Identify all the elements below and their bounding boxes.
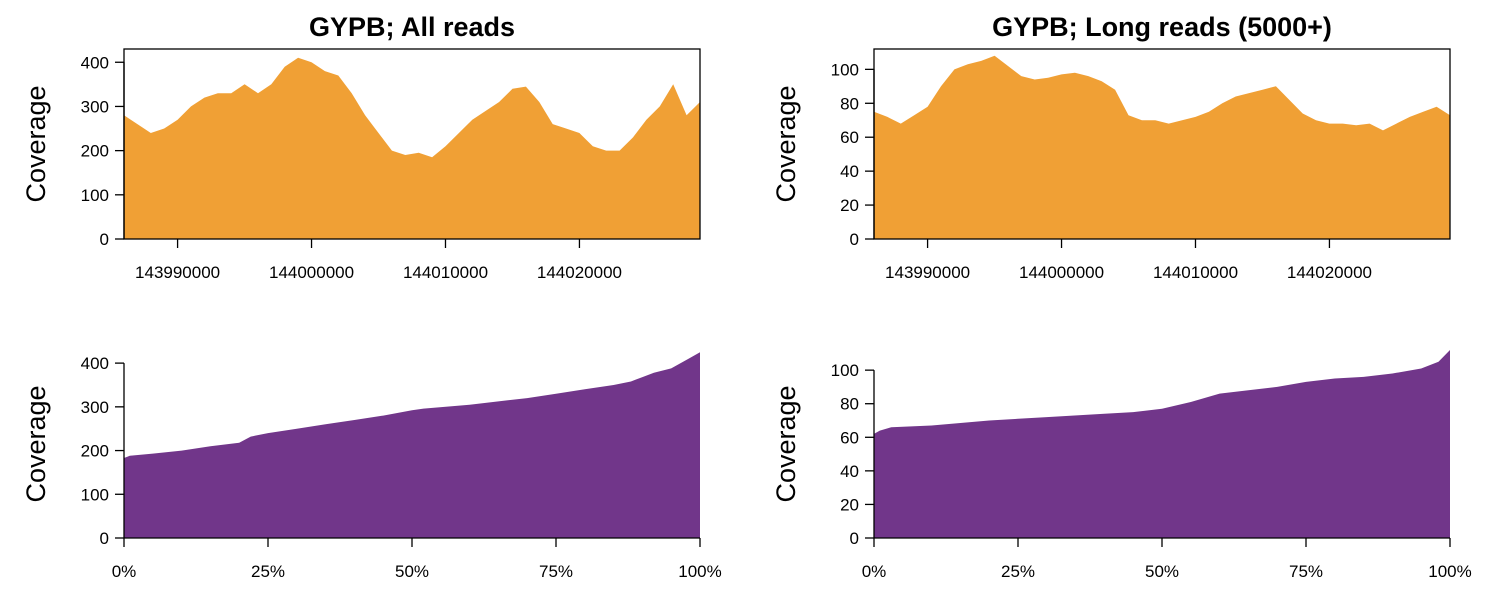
x-tick-label: 144000000 [1019,263,1104,282]
panel-title: GYPB; Long reads (5000+) [992,12,1332,42]
y-tick-label: 60 [840,128,859,147]
y-tick-label: 60 [840,428,859,447]
y-tick-label: 100 [831,361,859,380]
x-tick-label: 0% [112,562,137,581]
panel-all-reads-sorted-coverage: Coverage 0 100 200 300 400 0% 25% 50% 75% 100% [21,352,722,581]
y-axis-label: Coverage [771,385,801,502]
panel-title: GYPB; All reads [309,12,515,42]
y-tick-label: 0 [100,230,109,249]
y-axis: 0 20 40 60 80 100 [831,60,875,249]
x-tick-label: 50% [395,562,429,581]
x-tick-label: 143990000 [885,263,970,282]
coverage-area [124,57,700,239]
x-tick-label: 144010000 [403,263,488,282]
y-tick-label: 300 [81,97,109,116]
y-tick-label: 100 [831,60,859,79]
y-tick-label: 80 [840,94,859,113]
cumulative-area-layer [124,352,700,538]
y-tick-label: 80 [840,395,859,414]
y-axis: 0 20 40 60 80 100 [831,361,875,548]
x-tick-label: 0% [862,562,887,581]
x-tick-label: 25% [251,562,285,581]
x-tick-label: 144000000 [269,263,354,282]
y-tick-label: 20 [840,495,859,514]
y-tick-label: 400 [81,53,109,72]
panel-long-reads-coverage: GYPB; Long reads (5000+) Coverage 0 20 40 6… [771,12,1451,282]
y-axis: 0 100 200 300 400 [81,53,125,249]
x-axis: 0% 25% 50% 75% 100% [112,537,722,581]
y-tick-label: 40 [840,162,859,181]
panel-all-reads-coverage: GYPB; All reads Coverage 0 100 200 300 400 1… [21,12,701,282]
y-tick-label: 200 [81,442,109,461]
y-tick-label: 0 [850,230,859,249]
panel-long-reads-sorted-coverage: Coverage 0 20 40 60 80 100 0% 25% 50% 75% 100% [771,350,1472,581]
x-axis: 143990000 144000000 144010000 144020000 [135,239,622,282]
y-tick-label: 200 [81,142,109,161]
x-tick-label: 75% [539,562,573,581]
y-tick-label: 300 [81,398,109,417]
x-tick-label: 144010000 [1153,263,1238,282]
y-axis: 0 100 200 300 400 [81,354,125,548]
y-tick-label: 20 [840,196,859,215]
x-axis: 0% 25% 50% 75% 100% [862,537,1472,581]
x-axis: 143990000 144000000 144010000 144020000 [885,239,1372,282]
y-tick-label: 40 [840,462,859,481]
cumulative-area-layer [874,350,1450,538]
x-tick-label: 144020000 [1287,263,1372,282]
y-axis-label: Coverage [21,385,51,502]
y-axis-label: Coverage [21,85,51,202]
coverage-area [874,55,1450,239]
x-tick-label: 144020000 [537,263,622,282]
x-tick-label: 50% [1145,562,1179,581]
y-tick-label: 100 [81,485,109,504]
x-tick-label: 143990000 [135,263,220,282]
coverage-area-layer [874,55,1450,239]
y-tick-label: 400 [81,354,109,373]
x-tick-label: 100% [678,562,721,581]
x-tick-label: 25% [1001,562,1035,581]
coverage-area [124,352,700,538]
y-tick-label: 0 [100,529,109,548]
y-axis-label: Coverage [771,85,801,202]
x-tick-label: 100% [1428,562,1471,581]
x-tick-label: 75% [1289,562,1323,581]
y-tick-label: 100 [81,186,109,205]
y-tick-label: 0 [850,529,859,548]
coverage-area-layer [124,57,700,239]
coverage-area [874,350,1450,538]
